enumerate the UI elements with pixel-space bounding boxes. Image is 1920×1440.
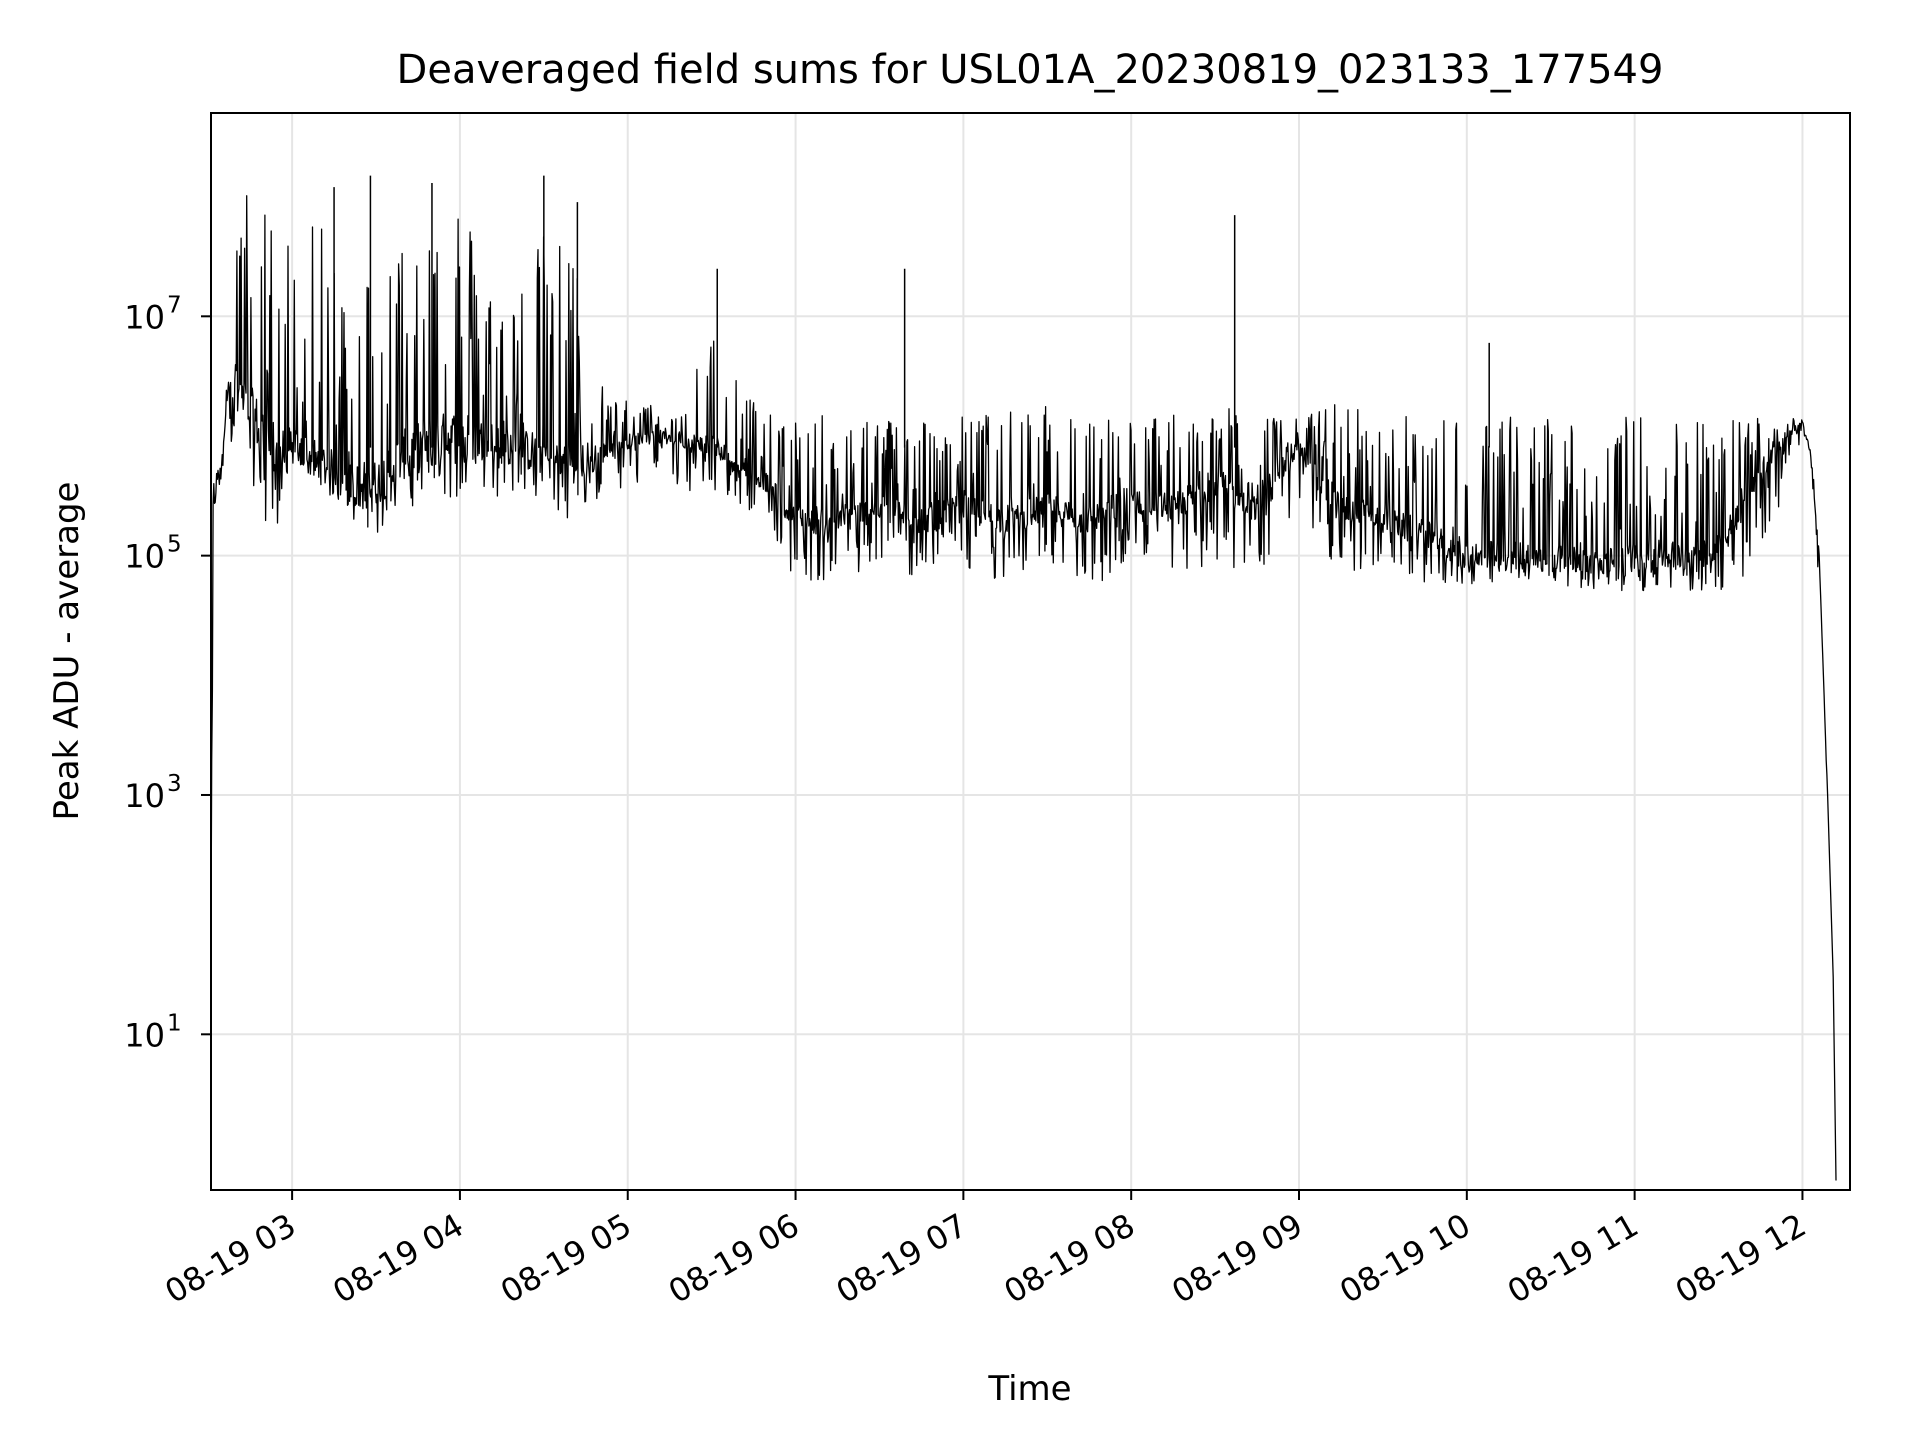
y-tick-exponent: 7: [167, 292, 182, 318]
y-axis-label: Peak ADU - average: [47, 482, 87, 821]
y-tick-label: 107: [124, 292, 181, 336]
grid: [211, 113, 1850, 1190]
series-line: [211, 196, 1836, 1181]
x-tick-label: 08-19 07: [830, 1206, 974, 1311]
x-tick-label: 08-19 05: [494, 1206, 638, 1311]
y-tick-label: 101: [124, 1010, 181, 1054]
x-tick-label: 08-19 08: [998, 1206, 1142, 1311]
x-tick-label: 08-19 12: [1669, 1206, 1813, 1311]
x-axis-label: Time: [987, 1369, 1071, 1409]
chart-title: Deaveraged field sums for USL01A_2023081…: [397, 47, 1664, 93]
y-tick-exponent: 3: [167, 771, 182, 797]
y-tick-label: 105: [124, 532, 181, 576]
x-tick-label: 08-19 04: [326, 1206, 470, 1311]
x-axis: 08-19 03 08-19 04 08-19 05 08-19 06 08-19 07…: [159, 1190, 1813, 1311]
y-tick-label: 103: [124, 771, 181, 815]
chart: 08-19 03 08-19 04 08-19 05 08-19 06 08-19 07…: [0, 0, 1920, 1440]
y-tick-exponent: 5: [167, 532, 182, 558]
x-tick-label: 08-19 11: [1501, 1206, 1645, 1311]
x-tick-label: 08-19 06: [662, 1206, 806, 1311]
plot-frame: [211, 113, 1850, 1190]
x-tick-label: 08-19 10: [1333, 1206, 1477, 1311]
x-tick-label: 08-19 09: [1165, 1206, 1309, 1311]
plot-area: [211, 176, 1836, 1181]
y-tick-exponent: 1: [167, 1010, 182, 1036]
y-axis: 101 103 105 107: [124, 292, 211, 1054]
x-tick-label: 08-19 03: [159, 1206, 303, 1311]
